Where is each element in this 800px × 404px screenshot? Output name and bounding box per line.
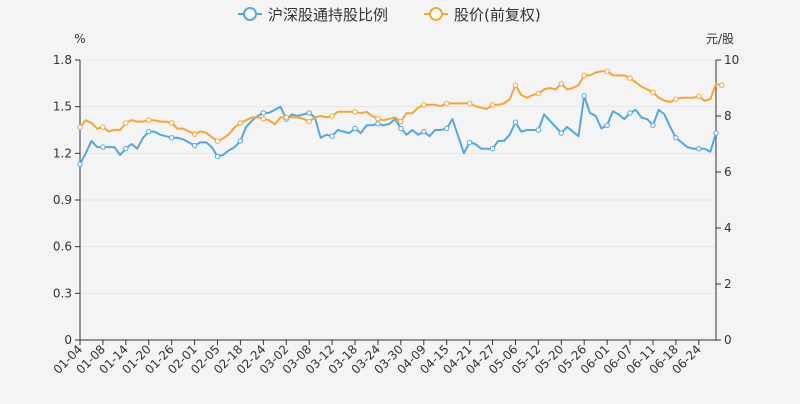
right-tick-label: 10	[724, 53, 739, 67]
data-point-holding-ratio[interactable]	[123, 145, 129, 152]
left-tick-label: 0.3	[53, 286, 72, 300]
data-point-price[interactable]	[673, 96, 679, 102]
legend[interactable]: 沪深股通持股比例 股价(前复权)	[238, 6, 541, 24]
data-point-holding-ratio[interactable]	[673, 135, 679, 141]
legend-label: 沪深股通持股比例	[268, 6, 388, 24]
data-point-price[interactable]	[168, 120, 175, 126]
legend-label: 股价(前复权)	[454, 6, 541, 24]
data-point-holding-ratio[interactable]	[146, 128, 152, 135]
data-point-price[interactable]	[466, 100, 473, 107]
left-tick-label: 0.9	[53, 193, 72, 207]
data-point-price[interactable]	[489, 102, 496, 108]
data-point-holding-ratio[interactable]	[627, 110, 633, 116]
data-point-holding-ratio[interactable]	[260, 110, 267, 116]
data-point-price[interactable]	[329, 113, 335, 119]
series-line-holding-ratio	[79, 94, 717, 165]
left-axis-unit: %	[74, 32, 85, 46]
data-point-price[interactable]	[146, 117, 152, 123]
data-point-price[interactable]	[535, 90, 542, 97]
data-point-price[interactable]	[398, 118, 404, 125]
grid	[80, 59, 716, 341]
data-point-price[interactable]	[719, 82, 725, 88]
data-point-holding-ratio[interactable]	[214, 153, 221, 160]
data-point-holding-ratio[interactable]	[512, 119, 519, 125]
tick-labels: 00.30.60.91.21.51.8024681001-0401-0801-1…	[51, 53, 740, 377]
data-point-price[interactable]	[604, 68, 610, 74]
data-point-price[interactable]	[237, 120, 244, 126]
data-point-holding-ratio[interactable]	[191, 142, 198, 149]
data-point-price[interactable]	[627, 75, 633, 81]
data-point-holding-ratio[interactable]	[168, 135, 175, 141]
data-point-price[interactable]	[696, 93, 702, 100]
right-axis-unit: 元/股	[706, 32, 734, 46]
left-tick-label: 1.8	[53, 53, 72, 67]
right-tick-label: 2	[724, 277, 732, 291]
series-lines	[77, 68, 725, 167]
right-tick-label: 6	[724, 165, 732, 179]
left-tick-label: 0.6	[53, 240, 72, 254]
data-point-price[interactable]	[260, 116, 267, 122]
data-point-holding-ratio[interactable]	[558, 130, 564, 136]
data-point-price[interactable]	[581, 72, 587, 79]
data-point-holding-ratio[interactable]	[352, 125, 358, 132]
data-point-holding-ratio[interactable]	[489, 145, 496, 152]
axes	[75, 59, 721, 345]
data-point-price[interactable]	[558, 81, 564, 87]
data-point-holding-ratio[interactable]	[713, 130, 719, 136]
data-point-holding-ratio[interactable]	[535, 127, 542, 133]
data-point-holding-ratio[interactable]	[375, 121, 381, 127]
data-point-holding-ratio[interactable]	[237, 138, 244, 144]
data-point-price[interactable]	[191, 131, 198, 137]
data-point-holding-ratio[interactable]	[421, 128, 427, 135]
legend-item-price[interactable]: 股价(前复权)	[424, 6, 541, 24]
data-point-price[interactable]	[123, 120, 129, 126]
legend-item-holding-ratio[interactable]: 沪深股通持股比例	[238, 6, 388, 24]
data-point-holding-ratio[interactable]	[398, 125, 404, 132]
data-point-holding-ratio[interactable]	[444, 125, 450, 132]
data-point-holding-ratio[interactable]	[650, 122, 656, 129]
data-point-price[interactable]	[100, 124, 106, 130]
data-point-price[interactable]	[375, 116, 381, 122]
data-point-holding-ratio[interactable]	[696, 145, 702, 152]
data-point-price[interactable]	[306, 118, 312, 125]
data-point-price[interactable]	[214, 138, 221, 144]
data-point-price[interactable]	[421, 102, 427, 108]
data-point-price[interactable]	[650, 89, 656, 95]
data-point-holding-ratio[interactable]	[466, 139, 473, 146]
data-point-price[interactable]	[512, 82, 519, 88]
data-point-holding-ratio[interactable]	[581, 93, 587, 99]
data-point-holding-ratio[interactable]	[329, 133, 335, 139]
data-point-price[interactable]	[352, 109, 358, 115]
legend-circle-icon	[429, 7, 443, 21]
data-point-price[interactable]	[444, 100, 450, 107]
left-tick-label: 0	[64, 333, 72, 347]
data-point-holding-ratio[interactable]	[306, 110, 312, 116]
data-point-holding-ratio[interactable]	[100, 144, 106, 150]
right-tick-label: 0	[724, 333, 732, 347]
left-tick-label: 1.2	[53, 146, 72, 160]
right-tick-label: 8	[724, 109, 732, 123]
data-point-holding-ratio[interactable]	[604, 122, 610, 129]
data-point-holding-ratio[interactable]	[77, 161, 83, 167]
right-tick-label: 4	[724, 221, 732, 235]
data-point-price[interactable]	[283, 114, 289, 121]
data-point-price[interactable]	[77, 124, 83, 130]
legend-circle-icon	[243, 7, 257, 21]
left-tick-label: 1.5	[53, 100, 72, 114]
